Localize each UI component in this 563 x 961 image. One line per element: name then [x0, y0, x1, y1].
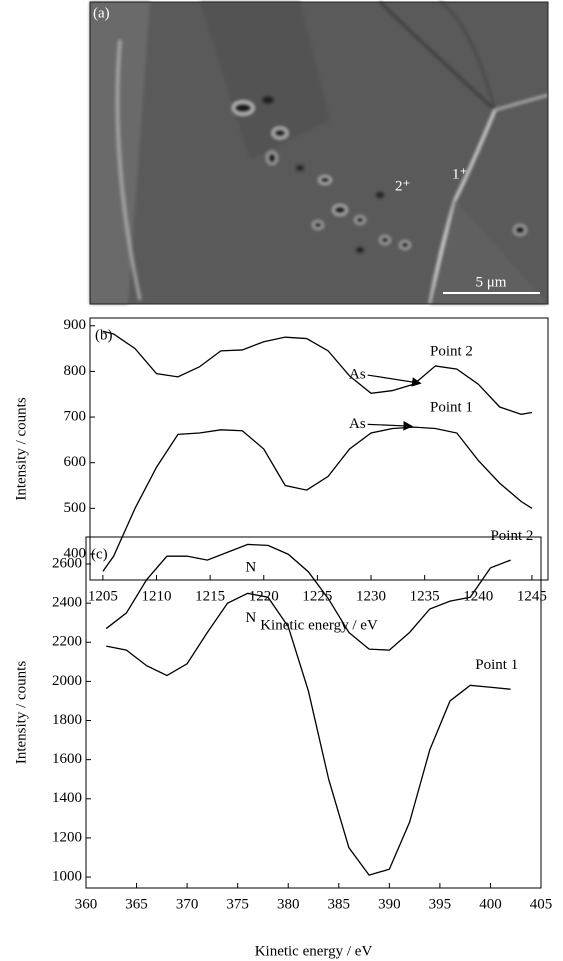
panel-label: (a) — [93, 5, 110, 21]
annotation-arrow — [367, 421, 413, 431]
scale-bar-label: 5 μm — [476, 274, 507, 290]
x-tick-label: 400 — [479, 896, 502, 912]
y-tick-label: 600 — [64, 454, 87, 470]
data-line — [102, 426, 533, 572]
x-tick-label: 1230 — [356, 588, 386, 604]
data-line — [106, 592, 511, 876]
x-tick-label: 1235 — [410, 588, 440, 604]
chart: 1205 1210 1215 1220 1225 1230 1235 1240 12454005… — [13, 317, 549, 633]
panel-label: (b) — [95, 327, 113, 343]
y-tick-label: 2600 — [52, 555, 82, 571]
y-tick-label: 2200 — [52, 634, 82, 650]
series-label: Point 1 — [475, 657, 518, 673]
y-tick-label: 400 — [64, 545, 87, 561]
y-tick-label: 2400 — [52, 595, 82, 611]
plot-frame — [85, 536, 542, 889]
x-tick-label: 1205 — [88, 588, 118, 604]
y-tick-label: 1400 — [52, 790, 82, 806]
y-tick-label: 1000 — [52, 868, 82, 884]
x-tick-label: 390 — [378, 896, 401, 912]
data-line — [102, 330, 533, 415]
x-tick-label: 395 — [429, 896, 452, 912]
y-tick-label: 900 — [64, 317, 87, 333]
x-tick-label: 360 — [75, 896, 98, 912]
y-axis-label: Intensity / counts — [13, 661, 29, 764]
series-label: Point 2 — [490, 528, 533, 544]
y-axis-label: Intensity / counts — [13, 397, 29, 500]
y-tick-label: 800 — [64, 363, 87, 379]
plot-frame — [89, 317, 549, 581]
annotation: As — [349, 416, 366, 432]
y-tick-label: 2000 — [52, 673, 82, 689]
annotation: As — [349, 366, 366, 382]
y-tick-label: 1600 — [52, 751, 82, 767]
x-tick-label: 405 — [530, 896, 553, 912]
x-tick-label: 1215 — [195, 588, 225, 604]
annotation: N — [245, 610, 256, 626]
panel-label: (c) — [91, 546, 108, 562]
annotation: N — [245, 559, 256, 575]
x-tick-label: 370 — [176, 896, 199, 912]
annotation-arrow — [367, 374, 422, 387]
x-tick-label: 1225 — [302, 588, 332, 604]
y-tick-label: 1200 — [52, 829, 82, 845]
x-tick-label: 380 — [277, 896, 300, 912]
x-tick-label: 1240 — [463, 588, 493, 604]
series-label: Point 1 — [430, 399, 473, 415]
y-tick-label: 500 — [64, 500, 87, 516]
x-axis-label: Kinetic energy / eV — [255, 943, 373, 959]
series-label: Point 2 — [430, 344, 473, 360]
chart: 360 365 370 375 380 385 390 395 400 405 1000 1200 14… — [13, 528, 552, 959]
x-tick-label: 385 — [328, 896, 351, 912]
data-line — [105, 543, 511, 651]
x-tick-label: 365 — [125, 896, 148, 912]
x-tick-label: 375 — [226, 896, 249, 912]
sem-image: (a) 2⁺ 1⁺ 5 μm — [89, 1, 549, 305]
x-tick-label: 1210 — [142, 588, 172, 604]
point-label: 2⁺ — [395, 178, 410, 194]
x-tick-label: 1245 — [517, 588, 547, 604]
point-label: 1⁺ — [452, 166, 467, 182]
y-tick-label: 700 — [64, 408, 87, 424]
x-axis-label: Kinetic energy / eV — [260, 617, 378, 633]
y-tick-label: 1800 — [52, 712, 82, 728]
